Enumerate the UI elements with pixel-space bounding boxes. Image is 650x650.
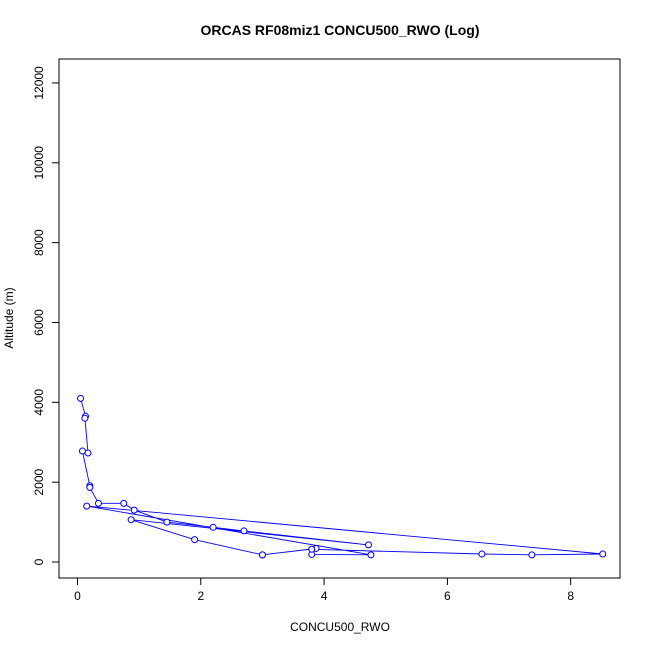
data-point: [528, 551, 536, 559]
y-tick-label: 2000: [32, 469, 46, 496]
y-axis-label: Altitude (m): [2, 287, 16, 348]
y-tick-label: 12000: [32, 66, 46, 100]
data-point: [209, 523, 217, 531]
series-layer: [77, 394, 607, 559]
y-tick-label: 10000: [32, 146, 46, 180]
data-point: [120, 499, 128, 507]
data-point: [364, 541, 372, 549]
data-point: [163, 518, 171, 526]
x-tick-label: 6: [444, 589, 451, 603]
y-tick-label: 6000: [32, 309, 46, 336]
chart-title: ORCAS RF08miz1 CONCU500_RWO (Log): [200, 22, 479, 38]
x-axis: 0 2 4 6 8: [74, 577, 574, 603]
series-line: [80, 398, 603, 556]
data-point: [478, 550, 486, 558]
x-tick-label: 0: [74, 589, 81, 603]
y-axis: 0 2000 4000 6000 8000 10000 12000: [32, 66, 60, 565]
data-point: [240, 527, 248, 535]
data-point: [77, 394, 85, 402]
plot-frame: [58, 58, 621, 579]
x-tick-label: 2: [197, 589, 204, 603]
data-point: [258, 551, 266, 559]
data-point: [367, 551, 375, 559]
x-tick-label: 8: [567, 589, 574, 603]
y-tick-label: 0: [32, 558, 46, 565]
data-point: [81, 414, 89, 422]
data-point: [78, 447, 86, 455]
data-point: [83, 502, 91, 510]
x-axis-label: CONCU500_RWO: [290, 620, 390, 634]
data-point: [191, 536, 199, 544]
y-tick-label: 8000: [32, 229, 46, 256]
y-tick-label: 4000: [32, 389, 46, 416]
data-point: [127, 516, 135, 524]
data-point: [599, 550, 607, 558]
data-point: [94, 499, 102, 507]
data-point: [130, 506, 138, 514]
data-point: [86, 483, 94, 491]
x-tick-label: 4: [321, 589, 328, 603]
data-point: [308, 545, 316, 553]
